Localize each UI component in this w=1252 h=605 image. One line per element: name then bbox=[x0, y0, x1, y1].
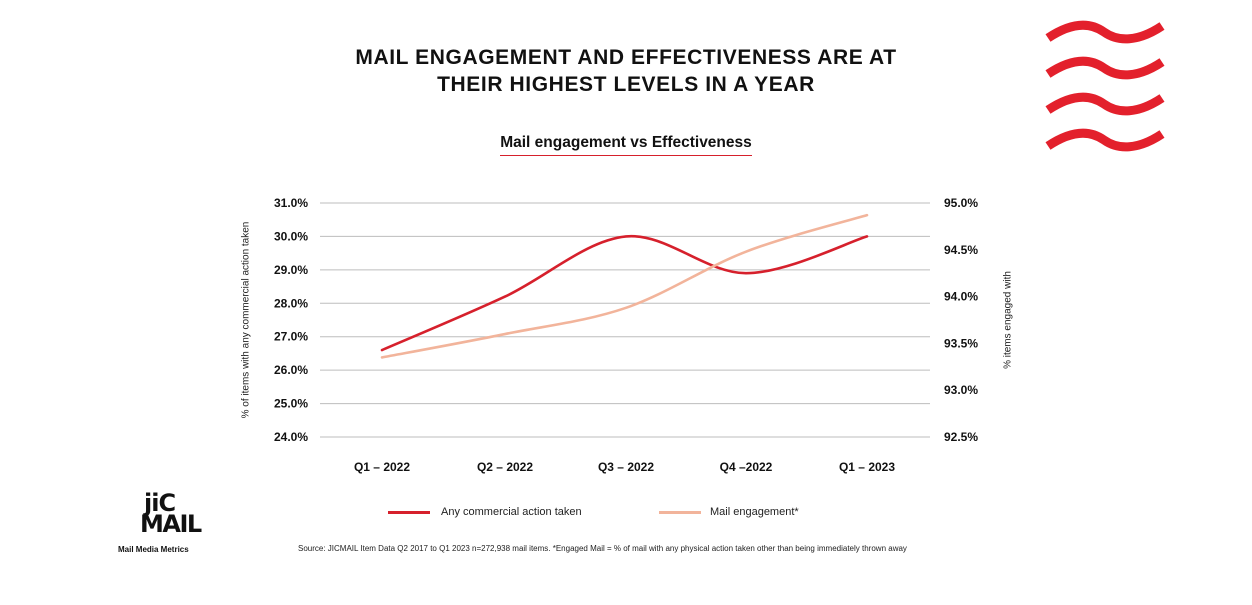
title-line-1: MAIL ENGAGEMENT AND EFFECTIVENESS ARE AT bbox=[355, 46, 897, 69]
y-right-tick-label: 92.5% bbox=[944, 430, 978, 444]
y-right-tick-label: 95.0% bbox=[944, 196, 978, 210]
x-tick-label: Q1 – 2022 bbox=[354, 460, 410, 474]
brand-waves-graphic bbox=[1045, 20, 1165, 152]
x-tick-label: Q3 – 2022 bbox=[598, 460, 654, 474]
legend-swatch-engagement bbox=[659, 511, 701, 514]
logo-caption: Mail Media Metrics bbox=[118, 545, 189, 554]
y-axis-left-label-text: % of items with any commercial action ta… bbox=[240, 221, 252, 419]
y-left-tick-label: 26.0% bbox=[274, 363, 308, 377]
wave-stroke bbox=[1045, 20, 1165, 44]
page-title: MAIL ENGAGEMENT AND EFFECTIVENESS ARE AT… bbox=[300, 44, 952, 98]
y-left-tick-label: 29.0% bbox=[274, 263, 308, 277]
wave-stroke bbox=[1045, 56, 1165, 80]
x-tick-label: Q4 –2022 bbox=[720, 460, 773, 474]
y-right-tick-label: 94.0% bbox=[944, 290, 978, 304]
legend-swatch-commercial bbox=[388, 511, 430, 514]
y-left-tick-label: 27.0% bbox=[274, 330, 308, 344]
y-left-tick-label: 28.0% bbox=[274, 296, 308, 310]
x-tick-label: Q1 – 2023 bbox=[839, 460, 895, 474]
title-line-2: THEIR HIGHEST LEVELS IN A YEAR bbox=[437, 73, 815, 96]
logo-bottom-text: MAIL bbox=[140, 510, 202, 538]
y-right-tick-label: 94.5% bbox=[944, 243, 978, 257]
y-left-tick-label: 31.0% bbox=[274, 196, 308, 210]
wave-stroke bbox=[1045, 92, 1165, 116]
y-left-tick-label: 24.0% bbox=[274, 430, 308, 444]
wave-stroke bbox=[1045, 128, 1165, 152]
logo-top-text: jiC bbox=[144, 489, 176, 517]
x-tick-label: Q2 – 2022 bbox=[477, 460, 533, 474]
y-left-tick-label: 30.0% bbox=[274, 229, 308, 243]
y-right-tick-label: 93.5% bbox=[944, 336, 978, 350]
legend-label-engagement: Mail engagement* bbox=[710, 506, 799, 518]
series-line-commercial bbox=[380, 235, 869, 352]
jicmail-logo: jiC MAIL bbox=[140, 489, 202, 538]
y-axis-right-label-text: % items engaged with bbox=[1002, 271, 1014, 369]
chart-subtitle-text: Mail engagement vs Effectiveness bbox=[500, 134, 752, 156]
chart-subtitle: Mail engagement vs Effectiveness bbox=[0, 134, 1252, 156]
source-note: Source: JICMAIL Item Data Q2 2017 to Q1 … bbox=[298, 544, 907, 553]
legend-label-commercial: Any commercial action taken bbox=[441, 506, 582, 518]
y-right-tick-label: 93.0% bbox=[944, 383, 978, 397]
y-left-tick-label: 25.0% bbox=[274, 397, 308, 411]
